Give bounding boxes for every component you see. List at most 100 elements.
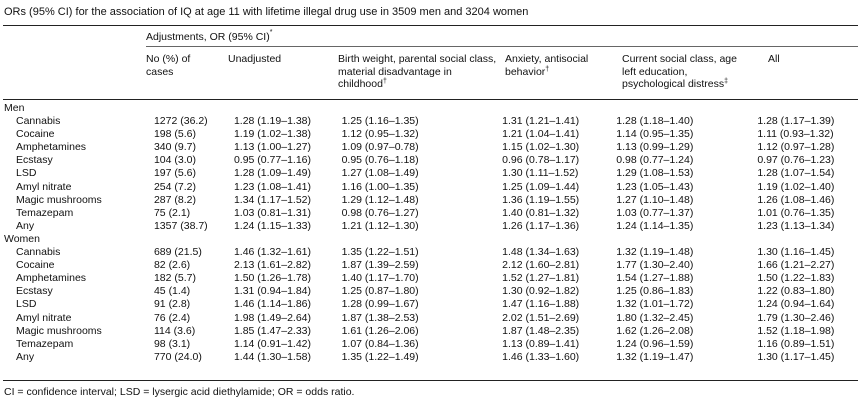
drug-name-cell: Amyl nitrate — [16, 311, 72, 324]
value-cell: 1.25 (1.09–1.44) — [502, 180, 580, 193]
drug-name-cell: Magic mushrooms — [16, 193, 102, 206]
value-cell: 1.25 (0.86–1.83) — [616, 285, 694, 298]
table-row: Cannabis 689 (21.5) 1.46 (1.32–1.61) 1.35 (… — [4, 246, 865, 259]
value-cell: 1.47 (1.16–1.88) — [502, 298, 580, 311]
results-table: Men Cannabis 1272 (36.2) 1.28 (1.19–1.38) 1.… — [4, 102, 865, 364]
value-cell: 1.23 (1.13–1.34) — [757, 219, 835, 232]
value-cell: 45 (1.4) — [153, 285, 191, 298]
value-cell: 1.79 (1.30–2.46) — [757, 311, 835, 324]
value-cell: 1.52 (1.18–1.98) — [757, 324, 835, 337]
footnote: CI = confidence interval; LSD = lysergic… — [4, 386, 355, 398]
value-cell: 1.21 (1.12–1.30) — [341, 219, 419, 232]
value-cell: 1.23 (1.08–1.41) — [233, 180, 311, 193]
value-cell: 1.12 (0.97–1.28) — [757, 141, 835, 154]
value-cell: 1.87 (1.48–2.35) — [502, 324, 580, 337]
value-cell: 1.54 (1.27–1.88) — [616, 272, 694, 285]
table-row: Any 770 (24.0) 1.44 (1.30–1.58) 1.35 (1.22–… — [4, 351, 865, 364]
value-cell: 1.66 (1.21–2.27) — [757, 259, 835, 272]
group-row-men: Men — [4, 102, 865, 115]
value-cell: 1272 (36.2) — [153, 115, 208, 128]
column-header-anxiety: Anxiety, antisocial behavior† — [505, 53, 589, 78]
drug-name-cell: Cocaine — [16, 259, 55, 272]
drug-name-cell: Amphetamines — [16, 141, 87, 154]
value-cell: 1.98 (1.49–2.64) — [233, 311, 311, 324]
value-cell: 1.32 (1.19–1.47) — [616, 350, 694, 363]
group-label: Women — [4, 232, 40, 245]
value-cell: 1.26 (1.08–1.46) — [757, 193, 835, 206]
table-row: Cocaine 198 (5.6) 1.19 (1.02–1.38) 1.12 (0.… — [4, 128, 865, 141]
value-cell: 197 (5.6) — [153, 167, 196, 180]
value-cell: 287 (8.2) — [153, 193, 196, 206]
value-cell: 1.16 (0.89–1.51) — [757, 337, 835, 350]
value-cell: 1.80 (1.32–2.45) — [616, 311, 694, 324]
value-cell: 1.30 (1.11–1.52) — [502, 167, 579, 180]
value-cell: 198 (5.6) — [153, 128, 196, 141]
adjustments-header: Adjustments, OR (95% CI)* — [146, 29, 273, 43]
value-cell: 1.50 (1.22–1.83) — [757, 272, 835, 285]
drug-name-cell: Magic mushrooms — [16, 324, 102, 337]
value-cell: 1.44 (1.30–1.58) — [233, 350, 311, 363]
drug-name-cell: Cannabis — [16, 246, 61, 259]
value-cell: 1.16 (1.00–1.35) — [341, 180, 419, 193]
drug-name-cell: Temazepam — [16, 337, 74, 350]
value-cell: 1.52 (1.27–1.81) — [502, 272, 580, 285]
value-cell: 76 (2.4) — [153, 311, 191, 324]
value-cell: 0.97 (0.76–1.23) — [757, 154, 835, 167]
drug-name-cell: LSD — [16, 298, 37, 311]
value-cell: 75 (2.1) — [153, 206, 191, 219]
value-cell: 1.30 (1.16–1.45) — [757, 246, 835, 259]
table-row: Amphetamines 340 (9.7) 1.13 (1.00–1.27) 1.0… — [4, 141, 865, 154]
value-cell: 1.50 (1.26–1.78) — [233, 272, 311, 285]
value-cell: 1.19 (1.02–1.38) — [233, 128, 311, 141]
value-cell: 1.35 (1.22–1.51) — [341, 246, 419, 259]
value-cell: 1.24 (0.96–1.59) — [616, 337, 694, 350]
value-cell: 1.15 (1.02–1.30) — [502, 141, 580, 154]
value-cell: 1.34 (1.17–1.52) — [233, 193, 311, 206]
value-cell: 1.28 (1.19–1.38) — [233, 115, 311, 128]
value-cell: 1.25 (1.16–1.35) — [341, 115, 419, 128]
drug-name-cell: Any — [16, 350, 35, 363]
value-cell: 1.24 (0.94–1.64) — [757, 298, 835, 311]
table-row: LSD 197 (5.6) 1.28 (1.09–1.49) 1.27 (1.08–1… — [4, 167, 865, 180]
value-cell: 1.32 (1.01–1.72) — [616, 298, 694, 311]
table-row: Magic mushrooms 114 (3.6) 1.85 (1.47–2.33)… — [4, 325, 865, 338]
value-cell: 1.27 (1.08–1.49) — [341, 167, 419, 180]
value-cell: 91 (2.8) — [153, 298, 191, 311]
value-cell: 1.40 (0.81–1.32) — [502, 206, 580, 219]
drug-name-cell: LSD — [16, 167, 37, 180]
value-cell: 114 (3.6) — [153, 324, 196, 337]
value-cell: 1.12 (0.95–1.32) — [341, 128, 419, 141]
value-cell: 1.07 (0.84–1.36) — [341, 337, 419, 350]
value-cell: 1.30 (0.92–1.82) — [502, 285, 580, 298]
drug-name-cell: Amyl nitrate — [16, 180, 72, 193]
column-header-current-social-class: Current social class, age left education… — [622, 53, 737, 90]
top-rule — [3, 25, 858, 26]
value-cell: 1.87 (1.38–2.53) — [341, 311, 419, 324]
value-cell: 104 (3.0) — [153, 154, 196, 167]
value-cell: 1.11 (0.93–1.32) — [757, 128, 834, 141]
value-cell: 1.24 (1.15–1.33) — [233, 219, 311, 232]
value-cell: 1.28 (0.99–1.67) — [341, 298, 419, 311]
value-cell: 1.62 (1.26–2.08) — [616, 324, 694, 337]
value-cell: 1.30 (1.17–1.45) — [757, 350, 835, 363]
value-cell: 1.87 (1.39–2.59) — [341, 259, 419, 272]
value-cell: 1.13 (0.99–1.29) — [616, 141, 694, 154]
value-cell: 1.31 (1.21–1.41) — [502, 115, 580, 128]
value-cell: 1.46 (1.14–1.86) — [233, 298, 311, 311]
value-cell: 0.98 (0.76–1.27) — [341, 206, 419, 219]
value-cell: 1.29 (1.12–1.48) — [341, 193, 419, 206]
table-row: Cocaine 82 (2.6) 2.13 (1.61–2.82) 1.87 (1.3… — [4, 259, 865, 272]
value-cell: 1.09 (0.97–0.78) — [341, 141, 419, 154]
value-cell: 1.22 (0.83–1.80) — [757, 285, 835, 298]
drug-name-cell: Amphetamines — [16, 272, 87, 285]
value-cell: 1.32 (1.19–1.48) — [616, 246, 694, 259]
value-cell: 1.28 (1.07–1.54) — [757, 167, 835, 180]
table-row: Amphetamines 182 (5.7) 1.50 (1.26–1.78) 1.4… — [4, 272, 865, 285]
value-cell: 1.03 (0.81–1.31) — [233, 206, 311, 219]
value-cell: 1.03 (0.77–1.37) — [616, 206, 694, 219]
group-row-women: Women — [4, 233, 865, 246]
table-row: Amyl nitrate 76 (2.4) 1.98 (1.49–2.64) 1.87… — [4, 312, 865, 325]
value-cell: 1.14 (0.91–1.42) — [233, 337, 311, 350]
value-cell: 770 (24.0) — [153, 350, 202, 363]
value-cell: 1.31 (0.94–1.84) — [233, 285, 311, 298]
